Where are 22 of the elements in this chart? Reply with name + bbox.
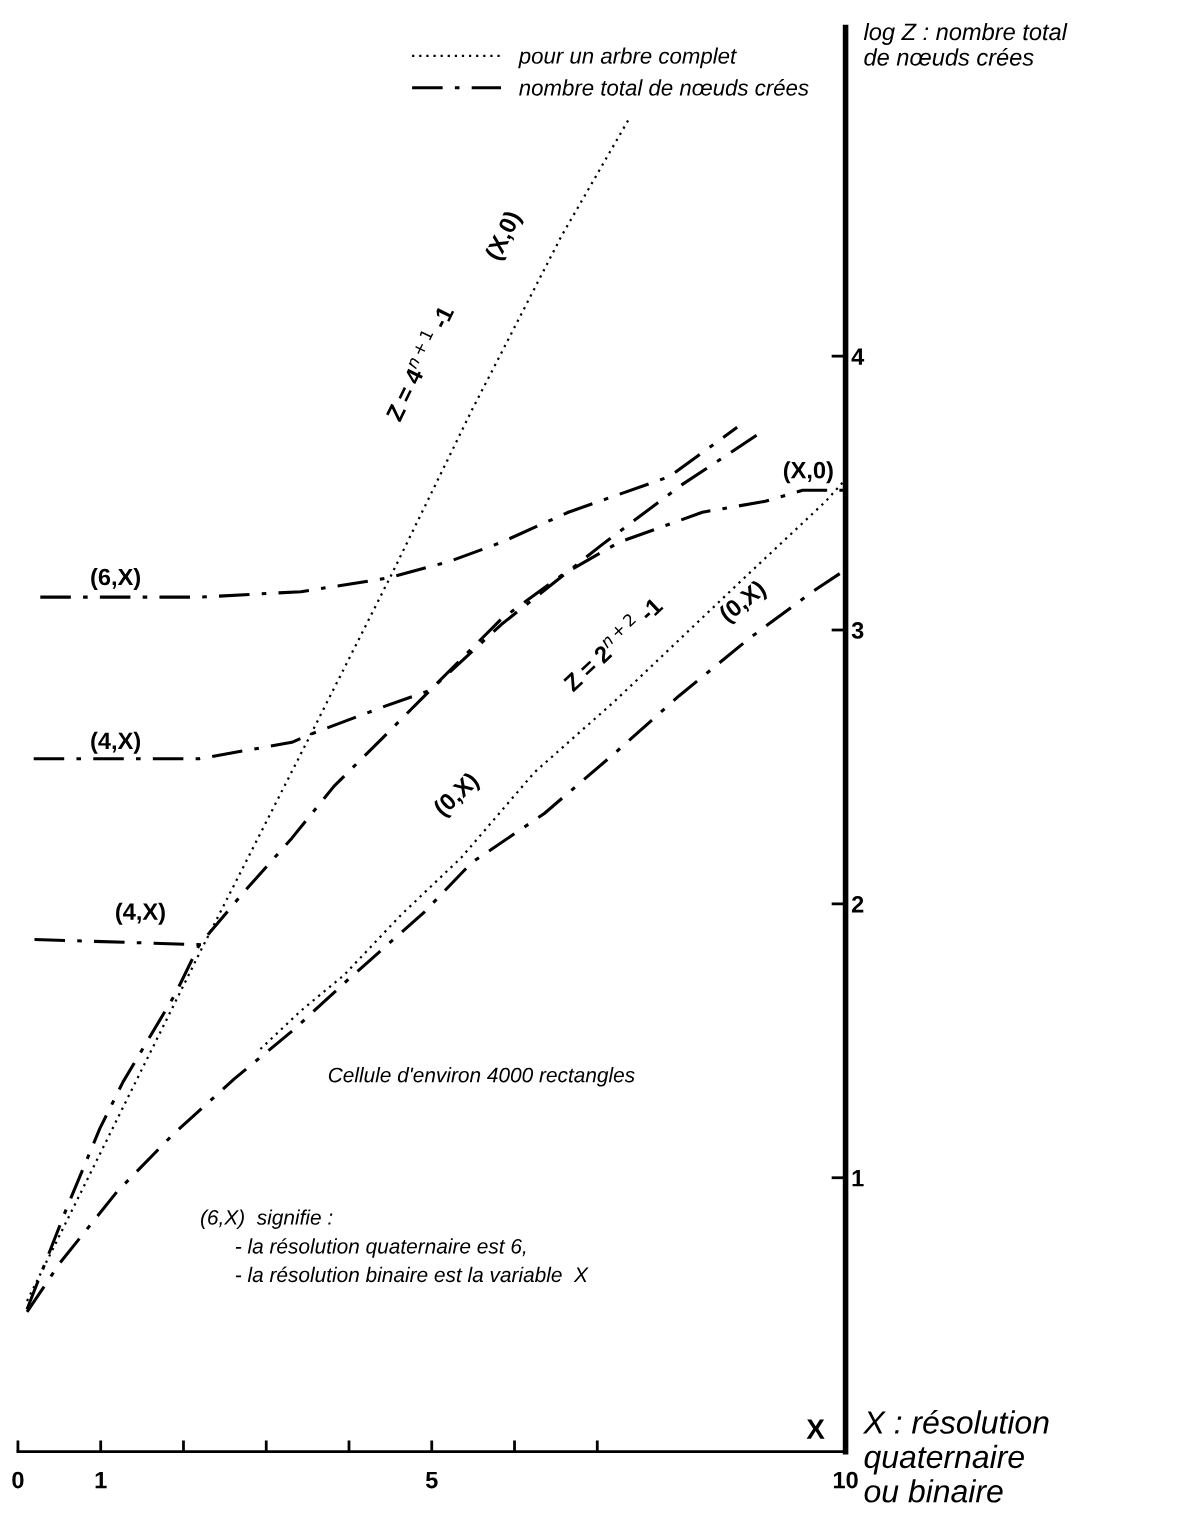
annotation: Cellule d'environ 4000 rectangles [328,1067,635,1087]
annotation: (4,X) [116,902,165,925]
x-tick-label: 10 [833,1471,858,1489]
annotation: (X,0) [484,209,526,264]
x-axis-title: X : résolution quaternaire ou binaire [862,1409,1049,1503]
legend-label: nombre total de nœuds crées [519,79,809,96]
annotation: Z = 2$^{n+2}$ -1 [559,592,664,693]
legend-label: pour un arbre complet [518,47,737,69]
x-tick-label: 1 [95,1471,107,1489]
x-tick-label: 5 [425,1471,438,1489]
x-tick-label: 0 [12,1471,24,1489]
y-tick-label: 2 [851,895,864,913]
annotation: (6,X) [91,568,141,591]
y-tick-label: 3 [851,622,864,639]
y-axis-title: log Z : nombre total de nœuds crées [863,22,1068,66]
annotation: (X,0) [783,461,833,484]
annotation: X [806,1419,825,1439]
y-tick-label: 4 [851,348,865,365]
annotation: Z = 4$^{n+1}$ -1 [381,302,455,423]
annotation: (6,X) signifie : - la résolution quaternaire est 6, - la résolution binaire est la variable X [201,1209,589,1283]
annotation: (4,X) [91,731,141,754]
y-tick-label: 1 [852,1170,864,1187]
